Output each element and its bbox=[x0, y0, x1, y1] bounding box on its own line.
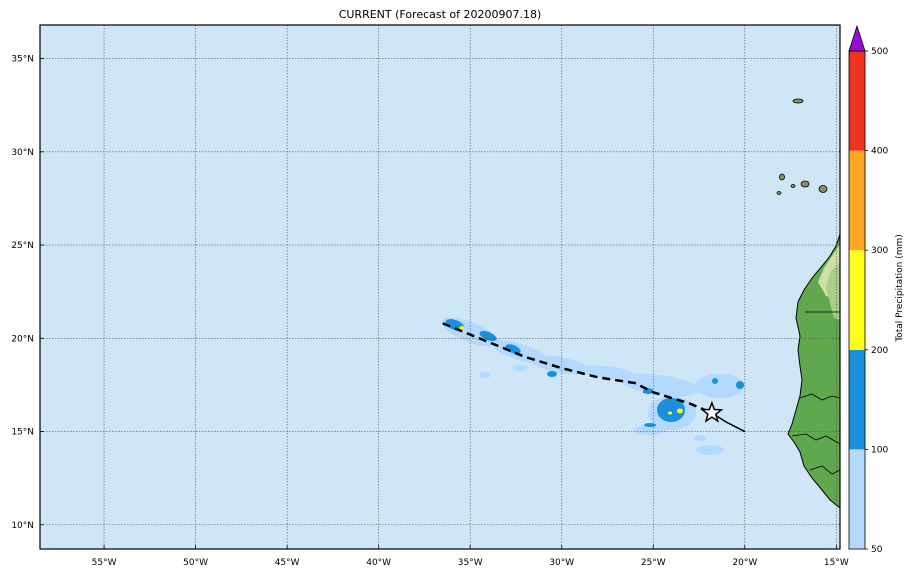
forecast-track-line bbox=[442, 322, 713, 415]
colorbar-frame bbox=[848, 50, 866, 550]
map-title: CURRENT (Forecast of 20200907.18) bbox=[338, 8, 542, 21]
latitude-tick-label: 15°N bbox=[11, 428, 34, 438]
colorbar-tick-label: 400 bbox=[871, 147, 888, 157]
border-line bbox=[809, 465, 840, 475]
colorbar-tick-label: 50 bbox=[871, 545, 883, 555]
longitude-tick-label: 55°W bbox=[92, 558, 117, 568]
longitude-tick-label: 50°W bbox=[183, 558, 208, 568]
canary-island bbox=[818, 185, 828, 193]
colorbar-segment bbox=[849, 250, 865, 350]
precipitation-heavy-band bbox=[459, 326, 683, 415]
canary-island bbox=[776, 191, 782, 195]
latitude-axis: 35°N 30°N 25°N 20°N 15°N 10°N bbox=[11, 55, 44, 531]
graticule bbox=[40, 25, 840, 549]
colorbar-segment bbox=[849, 51, 865, 151]
longitude-tick-label: 40°W bbox=[366, 558, 391, 568]
longitude-tick-label: 35°W bbox=[458, 558, 483, 568]
current-position-star-icon bbox=[700, 400, 724, 423]
africa-land bbox=[787, 233, 840, 509]
colorbar-extend-triangle bbox=[848, 24, 866, 52]
canary-island bbox=[790, 184, 796, 188]
latitude-tick-label: 10°N bbox=[11, 521, 34, 531]
border-line bbox=[791, 433, 840, 445]
map-frame bbox=[39, 24, 841, 550]
colorbar-tick-label: 200 bbox=[871, 346, 888, 356]
latitude-tick-label: 35°N bbox=[11, 55, 34, 65]
colorbar-segment bbox=[849, 150, 865, 251]
latitude-tick-label: 30°N bbox=[11, 148, 34, 158]
colorbar-segment bbox=[849, 449, 865, 549]
colorbar-tick-label: 300 bbox=[871, 246, 888, 256]
canary-island bbox=[779, 173, 785, 181]
border-line bbox=[799, 393, 840, 401]
longitude-tick-label: 45°W bbox=[275, 558, 300, 568]
longitude-tick-label: 15°W bbox=[824, 558, 849, 568]
colorbar: 50 100 200 300 400 500 bbox=[848, 24, 888, 555]
canary-island bbox=[800, 180, 810, 188]
latitude-tick-label: 20°N bbox=[11, 334, 34, 344]
colorbar-tick-label: 500 bbox=[871, 47, 888, 57]
longitude-axis: 55°W 50°W 45°W 40°W 35°W 30°W 25°W 20°W 15°W bbox=[92, 545, 849, 568]
longitude-tick-label: 20°W bbox=[732, 558, 757, 568]
longitude-tick-label: 30°W bbox=[549, 558, 574, 568]
colorbar-segment bbox=[849, 349, 865, 450]
madeira-island bbox=[792, 98, 804, 104]
colorbar-tick-label: 100 bbox=[871, 445, 888, 455]
ocean bbox=[40, 25, 840, 549]
longitude-tick-label: 25°W bbox=[641, 558, 666, 568]
colorbar-label: Total Precipitation (mm) bbox=[895, 234, 905, 343]
latitude-tick-label: 25°N bbox=[11, 241, 34, 251]
